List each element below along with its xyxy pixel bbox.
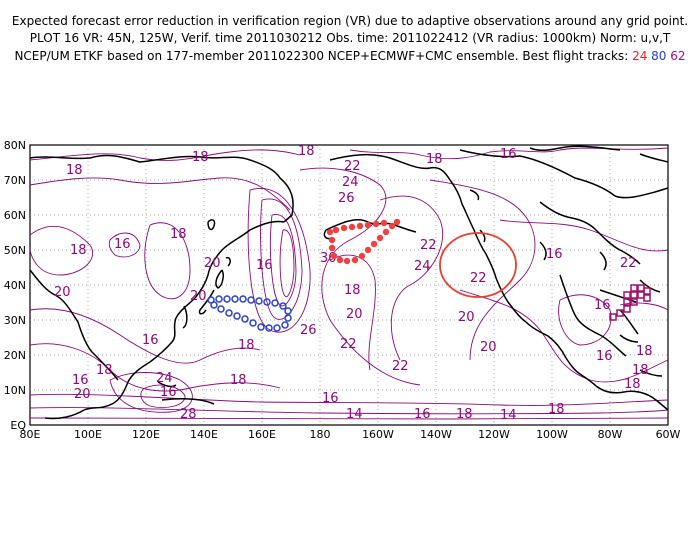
contour-label: 18 [344,283,361,298]
contour-label: 20 [480,340,497,355]
contour-label: 16 [114,237,131,252]
contour-label: 18 [230,373,247,388]
track-label-80: 80 [651,49,667,63]
flight-track-62 [609,284,651,321]
contour-label: 22 [620,256,637,271]
verification-region-circle [439,232,517,298]
map-plot: 18 18 18 22 24 26 18 16 18 16 18 16 20 3… [4,139,681,441]
contour-labels: 18 18 18 22 24 26 18 16 18 16 18 16 20 3… [54,144,653,423]
y-tick: 50N [4,244,26,257]
x-tick: 160E [248,428,276,441]
title-line-3: NCEP/UM ETKF based on 177-member 2011022… [0,49,700,63]
y-axis-labels: EQ 10N 20N 30N 40N 50N 60N 70N 80N [4,139,27,432]
contour-label: 18 [238,338,255,353]
contour-label: 18 [456,407,473,422]
contour-label: 26 [338,191,355,206]
title-line-3-prefix: NCEP/UM ETKF based on 177-member 2011022… [14,49,629,63]
contour-label: 28 [180,407,197,422]
x-tick: 80E [20,428,41,441]
x-tick: 140W [420,428,452,441]
y-tick: 40N [4,279,26,292]
y-tick: 60N [4,209,26,222]
x-tick: 160W [362,428,394,441]
contour-label: 24 [156,371,173,386]
y-tick: EQ [10,419,26,432]
contour-label: 22 [344,159,361,174]
contour-label: 20 [458,310,475,325]
contour-label: 16 [142,333,159,348]
contour-label: 18 [66,163,83,178]
contour-label: 16 [72,373,89,388]
contour-label: 16 [414,407,431,422]
contour-label: 18 [298,144,315,159]
flight-track-24 [326,218,401,265]
contour-label: 18 [426,152,443,167]
contour-label: 18 [192,150,209,165]
contour-label: 20 [54,285,71,300]
contour-label: 18 [624,377,641,392]
contour-label: 18 [632,363,649,378]
contour-label: 16 [596,349,613,364]
contour-label: 26 [300,323,317,338]
contour-label: 18 [70,243,87,258]
y-tick: 10N [4,384,26,397]
contour-label: 18 [96,363,113,378]
contour-label: 20 [346,307,363,322]
contour-label: 22 [470,271,487,286]
contour-label: 24 [342,175,359,190]
title-line-1: Expected forecast error reduction in ver… [11,14,689,28]
y-tick: 80N [4,139,26,152]
x-tick: 60W [656,428,681,441]
y-tick: 70N [4,174,26,187]
x-tick: 180 [310,428,331,441]
contour-label: 14 [500,408,517,423]
track-label-62: 62 [670,49,686,63]
y-tick: 30N [4,314,26,327]
contour-label: 16 [594,298,611,313]
contour-label: 18 [636,344,653,359]
title-line-2: PLOT 16 VR: 45N, 125W, Verif. time 20110… [29,31,671,45]
contour-label: 18 [548,402,565,417]
x-tick: 140E [190,428,218,441]
x-tick: 120E [132,428,160,441]
contour-label: 20 [204,256,221,271]
contour-label: 20 [190,289,207,304]
flight-track-80 [207,295,292,332]
contour-label: 14 [346,407,363,422]
x-tick: 100E [74,428,102,441]
contour-label: 20 [74,387,91,402]
x-tick: 100W [536,428,568,441]
contour-label: 16 [546,247,563,262]
contour-label: 16 [500,147,517,162]
x-axis-labels: 80E 100E 120E 140E 160E 180 160W 140W 12… [20,428,681,441]
contour-label: 18 [170,227,187,242]
x-tick: 80W [598,428,623,441]
track-label-24: 24 [632,49,648,63]
contour-label: 22 [420,238,437,253]
contour-label: 22 [340,337,357,352]
contour-label: 16 [160,385,177,400]
contour-label: 16 [322,391,339,406]
x-tick: 120W [478,428,510,441]
contour-label: 24 [414,259,431,274]
contour-label: 16 [256,258,273,273]
contour-label: 22 [392,359,409,374]
y-tick: 20N [4,349,26,362]
